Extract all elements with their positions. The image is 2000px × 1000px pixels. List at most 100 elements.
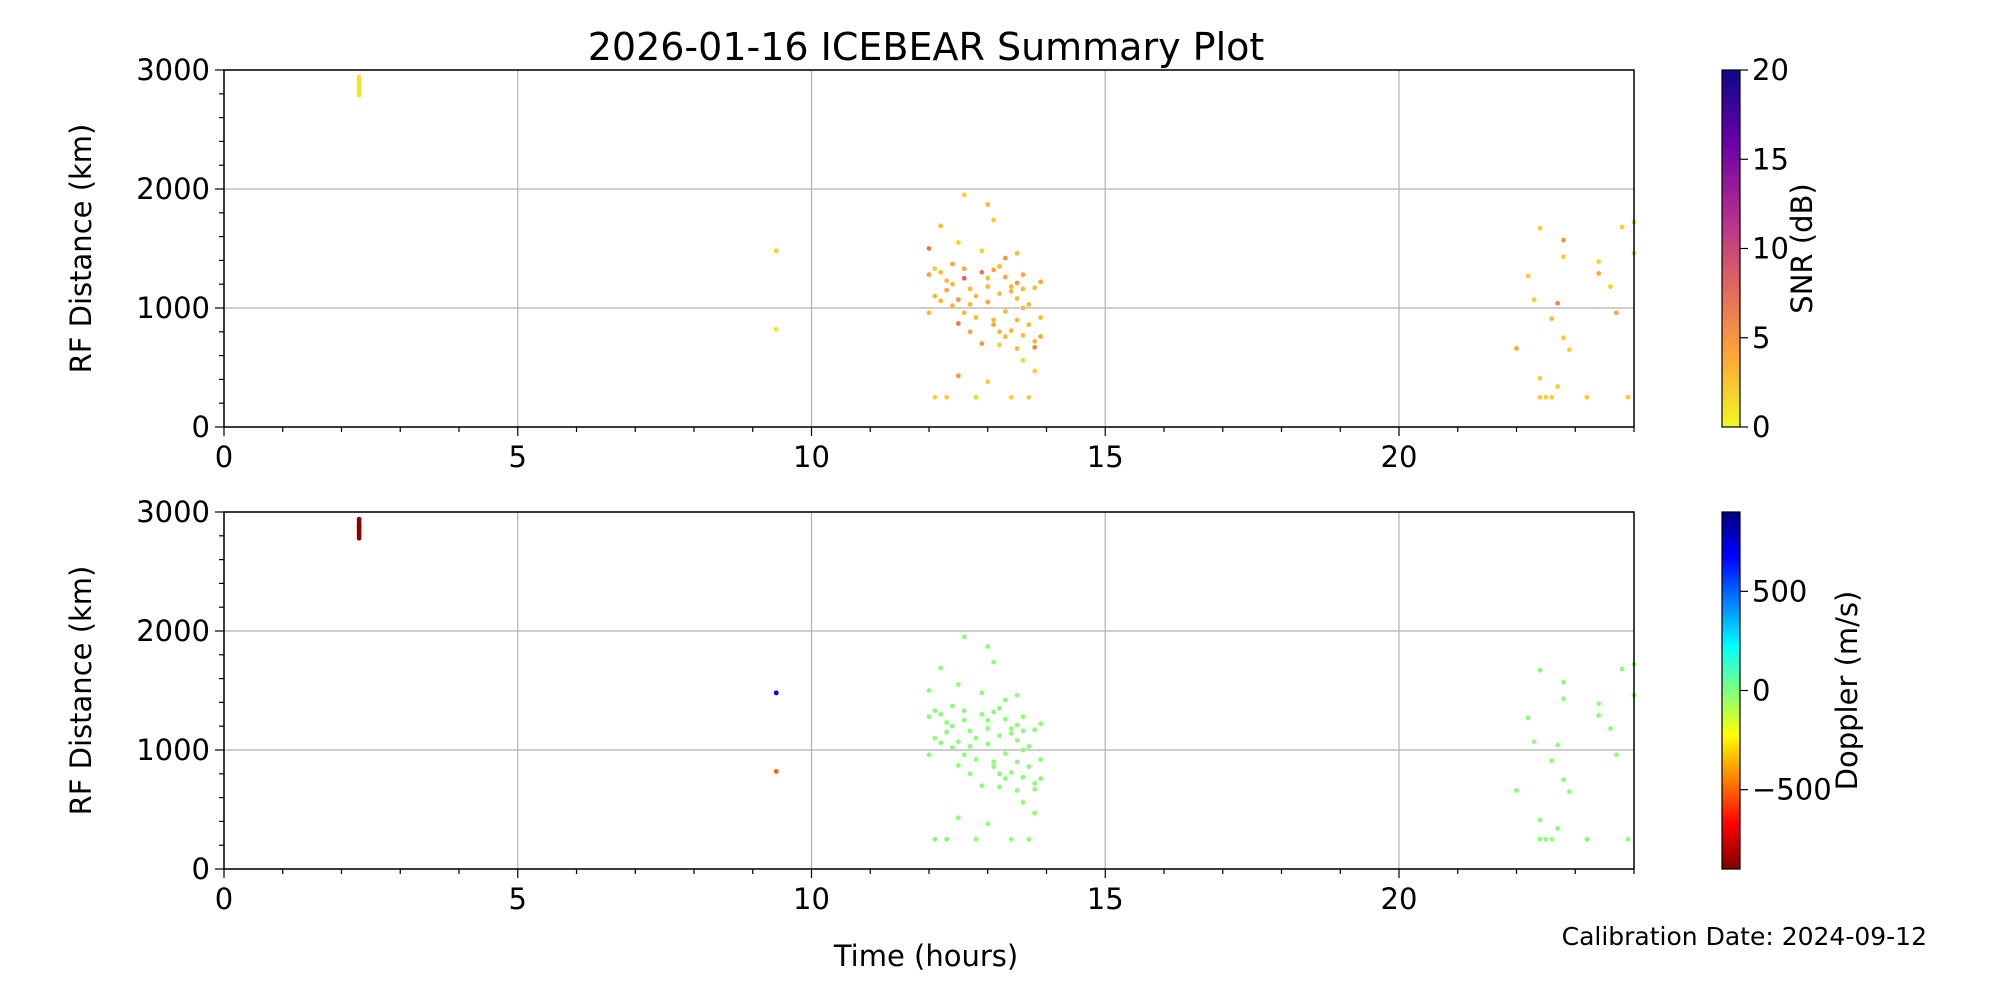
data-point xyxy=(979,341,985,347)
data-point xyxy=(1020,305,1026,311)
data-point xyxy=(1014,280,1020,286)
data-point xyxy=(1026,302,1032,307)
data-point xyxy=(950,261,955,267)
data-point xyxy=(997,329,1002,335)
data-point xyxy=(1625,394,1631,400)
data-point xyxy=(1008,284,1014,289)
data-point xyxy=(356,535,362,541)
data-point xyxy=(1002,751,1008,756)
data-point xyxy=(356,83,362,88)
x-tick-label: 20 xyxy=(1381,882,1418,916)
data-point xyxy=(955,297,961,303)
data-point xyxy=(991,759,997,765)
data-point xyxy=(1002,697,1008,703)
data-point xyxy=(1020,286,1026,292)
x-tick-label: 20 xyxy=(1381,440,1418,474)
data-point xyxy=(1014,722,1020,728)
data-point xyxy=(926,246,932,251)
data-point xyxy=(1014,346,1020,351)
data-point xyxy=(955,240,961,245)
colorbar-gradient xyxy=(1721,69,1741,428)
data-point xyxy=(1008,726,1014,731)
data-point xyxy=(1032,344,1038,350)
x-tick-label: 5 xyxy=(509,882,527,916)
data-point xyxy=(961,275,967,281)
data-point xyxy=(1032,810,1038,816)
data-point xyxy=(991,317,997,323)
y-tick-label: 0 xyxy=(192,852,210,886)
y-tick-label: 2000 xyxy=(136,172,210,206)
data-point xyxy=(1555,384,1561,389)
data-point xyxy=(1020,799,1026,805)
data-point xyxy=(1537,394,1543,400)
data-point xyxy=(991,322,997,328)
data-point xyxy=(985,726,991,731)
data-point xyxy=(979,269,985,275)
data-point xyxy=(1596,713,1602,718)
data-point xyxy=(950,723,955,729)
data-point xyxy=(991,217,997,223)
data-point xyxy=(985,284,991,289)
data-point xyxy=(967,728,973,734)
data-point xyxy=(985,821,991,827)
data-point xyxy=(985,299,991,305)
colorbar-tick-label: 15 xyxy=(1752,142,1789,176)
data-point xyxy=(1514,788,1519,793)
snr-panel: 0 5 10 15 20 0 1000 2000 3000 RF Distance (km) 0 5 1… xyxy=(64,53,1819,474)
colorbar-tick-label: 20 xyxy=(1752,53,1789,87)
data-point xyxy=(985,379,991,385)
data-point xyxy=(944,287,950,293)
data-point xyxy=(1537,817,1543,823)
data-point xyxy=(944,720,950,726)
data-point xyxy=(1613,310,1619,316)
data-point xyxy=(997,733,1002,739)
data-point xyxy=(938,269,944,275)
colorbar-tick-label: 0 xyxy=(1752,410,1770,444)
data-point xyxy=(1008,730,1014,736)
colorbar-tick-label: 0 xyxy=(1752,674,1770,708)
data-point xyxy=(1002,309,1008,314)
data-point xyxy=(1002,274,1008,280)
data-point xyxy=(1566,789,1572,795)
data-point xyxy=(1038,315,1044,320)
doppler-panel: 0 5 10 15 20 0 1000 2000 3000 RF Distance (km) −50… xyxy=(64,495,1864,916)
calibration-date-note: Calibration Date: 2024-09-12 xyxy=(1562,922,1927,951)
data-point xyxy=(961,634,967,640)
data-point xyxy=(961,266,967,272)
scatter-points xyxy=(356,74,1637,400)
data-point xyxy=(1014,250,1020,256)
data-point xyxy=(1038,334,1044,339)
data-point xyxy=(1561,679,1566,685)
y-tick-label: 0 xyxy=(192,410,210,444)
data-point xyxy=(1014,692,1020,698)
data-point xyxy=(1002,776,1008,781)
data-point xyxy=(1026,322,1032,328)
y-tick-label: 3000 xyxy=(136,495,210,529)
data-point xyxy=(1014,317,1020,323)
y-tick-label: 2000 xyxy=(136,614,210,648)
data-point xyxy=(997,784,1002,790)
data-point xyxy=(773,769,779,774)
y-axis-label: RF Distance (km) xyxy=(64,566,98,816)
data-point xyxy=(991,267,997,273)
data-point xyxy=(1032,368,1038,374)
x-tick-label: 10 xyxy=(793,440,830,474)
data-point xyxy=(1584,836,1590,842)
data-point xyxy=(1032,780,1038,786)
data-point xyxy=(1032,786,1038,792)
data-point xyxy=(1014,738,1020,743)
data-point xyxy=(991,764,997,770)
data-point xyxy=(985,202,991,207)
data-point xyxy=(1020,747,1026,753)
data-point xyxy=(961,310,967,316)
data-point xyxy=(1008,770,1014,776)
data-point xyxy=(1561,254,1566,260)
data-point xyxy=(938,298,944,304)
data-point xyxy=(1537,667,1543,673)
data-point xyxy=(926,688,932,693)
data-point xyxy=(979,690,985,696)
data-point xyxy=(932,735,938,741)
data-point xyxy=(1032,338,1038,344)
data-point xyxy=(1038,757,1044,762)
y-tick-label: 1000 xyxy=(136,733,210,767)
